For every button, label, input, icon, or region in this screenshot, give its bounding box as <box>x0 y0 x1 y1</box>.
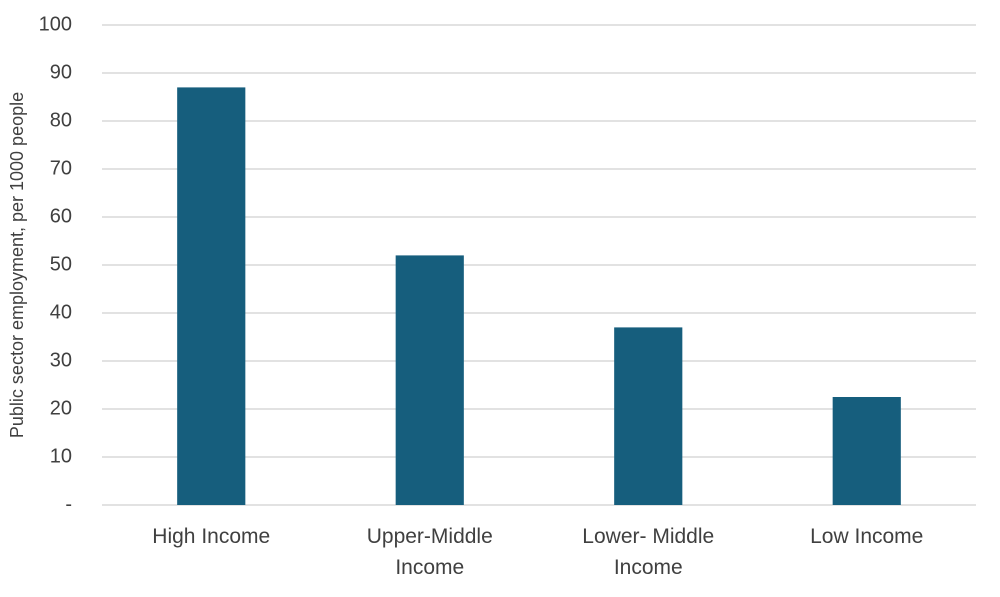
x-tick-label: Lower- Middle Income <box>582 525 715 579</box>
y-tick-label: 70 <box>50 157 72 179</box>
y-axis-label: Public sector employment, per 1000 peopl… <box>7 92 27 438</box>
bar <box>614 327 683 505</box>
y-tick-label: 100 <box>39 13 72 35</box>
x-tick-label: Low Income <box>810 525 924 548</box>
y-tick-label: 50 <box>50 253 72 275</box>
y-tick-label: 20 <box>50 397 72 419</box>
x-tick-label: Upper-Middle Income <box>366 525 493 579</box>
y-tick-label: 40 <box>50 301 72 323</box>
y-tick-label: 90 <box>50 61 72 83</box>
y-tick-label: 10 <box>50 445 72 467</box>
bar <box>177 87 246 506</box>
x-tick-label: High Income <box>152 525 271 548</box>
y-tick-label: - <box>65 493 72 515</box>
bar <box>395 255 464 505</box>
bar <box>832 397 901 505</box>
y-tick-label: 30 <box>50 349 72 371</box>
y-tick-label: 80 <box>50 109 72 131</box>
y-tick-label: 60 <box>50 205 72 227</box>
